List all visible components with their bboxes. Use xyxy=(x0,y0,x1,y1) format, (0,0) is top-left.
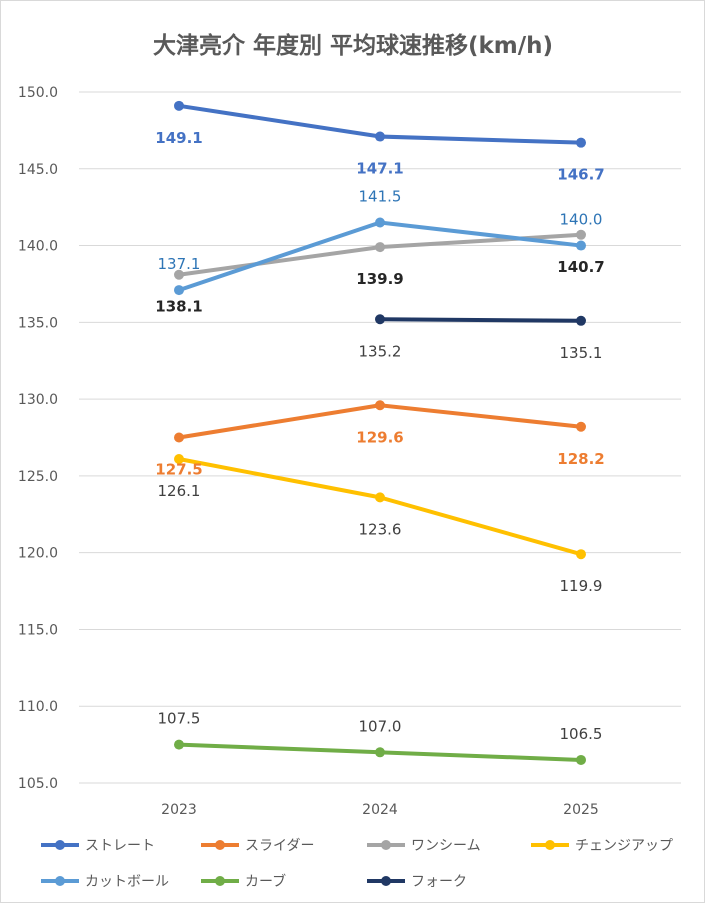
data-point xyxy=(174,285,184,296)
y-tick-label: 105.0 xyxy=(18,776,58,792)
legend-label: スライダー xyxy=(245,838,314,854)
data-point xyxy=(576,229,586,240)
y-tick-label: 130.0 xyxy=(18,392,58,408)
data-label: 135.1 xyxy=(560,344,603,362)
legend-label: フォーク xyxy=(411,874,467,890)
data-label: 146.7 xyxy=(557,166,604,184)
data-point xyxy=(375,747,385,758)
data-label: 147.1 xyxy=(356,160,403,178)
x-tick-label: 2024 xyxy=(362,802,398,818)
legend-label: カットボール xyxy=(85,874,169,890)
data-label: 128.2 xyxy=(557,450,604,468)
data-point xyxy=(576,421,586,432)
data-label: 140.7 xyxy=(557,258,604,276)
legend-marker xyxy=(55,840,65,850)
data-label: 126.1 xyxy=(158,482,201,500)
data-labels: 149.1 147.1 146.7 127.5 129.6 128.2 138.1 139.9… xyxy=(155,129,604,743)
data-label: 119.9 xyxy=(560,577,603,595)
data-label: 137.1 xyxy=(158,255,201,273)
data-label: 135.2 xyxy=(359,342,402,360)
data-point xyxy=(375,242,385,253)
legend-marker xyxy=(381,840,391,850)
data-point xyxy=(174,100,184,111)
data-point xyxy=(375,492,385,503)
data-point xyxy=(576,315,586,326)
y-tick-label: 140.0 xyxy=(18,239,58,255)
data-point xyxy=(174,432,184,443)
data-label: 141.5 xyxy=(359,188,402,206)
legend-marker xyxy=(55,876,65,886)
y-tick-label: 110.0 xyxy=(18,699,58,715)
data-point xyxy=(576,240,586,251)
series-line xyxy=(378,317,583,323)
y-axis: 150.0 145.0 140.0 135.0 130.0 125.0 120.0 115.0… xyxy=(18,85,58,792)
data-label: 106.5 xyxy=(560,725,603,743)
legend-label: ストレート xyxy=(85,838,155,854)
y-tick-label: 150.0 xyxy=(18,85,58,101)
series-line xyxy=(177,456,583,557)
legend-marker xyxy=(215,840,225,850)
data-label: 138.1 xyxy=(155,298,202,316)
data-label: 149.1 xyxy=(155,129,202,147)
y-tick-label: 145.0 xyxy=(18,162,58,178)
y-tick-label: 135.0 xyxy=(18,315,58,331)
data-label: 123.6 xyxy=(359,520,402,538)
chart-title: 大津亮介 年度別 平均球速推移(km/h) xyxy=(153,32,553,59)
data-label: 140.0 xyxy=(560,211,603,229)
legend-marker xyxy=(545,840,555,850)
y-tick-label: 115.0 xyxy=(18,622,58,638)
legend-marker xyxy=(381,876,391,886)
data-point xyxy=(375,131,385,142)
legend-label: ワンシーム xyxy=(411,838,481,854)
data-point xyxy=(576,754,586,765)
x-axis: 2023 2024 2025 xyxy=(161,802,599,818)
data-point xyxy=(375,217,385,228)
data-point xyxy=(375,314,385,325)
x-tick-label: 2025 xyxy=(563,802,599,818)
data-label: 139.9 xyxy=(356,270,403,288)
data-label: 107.5 xyxy=(158,710,201,728)
data-point xyxy=(174,739,184,750)
legend-marker xyxy=(215,876,225,886)
data-point xyxy=(174,269,184,280)
data-point xyxy=(576,549,586,560)
data-label: 127.5 xyxy=(155,461,202,479)
x-tick-label: 2023 xyxy=(161,802,197,818)
y-tick-label: 120.0 xyxy=(18,546,58,562)
legend-label: カーブ xyxy=(245,873,286,890)
data-label: 129.6 xyxy=(356,428,403,446)
data-label: 107.0 xyxy=(359,717,402,735)
gridlines xyxy=(79,91,681,784)
data-point xyxy=(576,137,586,148)
data-point xyxy=(174,453,184,464)
series-points xyxy=(174,100,586,765)
data-point xyxy=(375,400,385,411)
y-tick-label: 125.0 xyxy=(18,469,58,485)
legend-label: チェンジアップ xyxy=(575,838,673,854)
